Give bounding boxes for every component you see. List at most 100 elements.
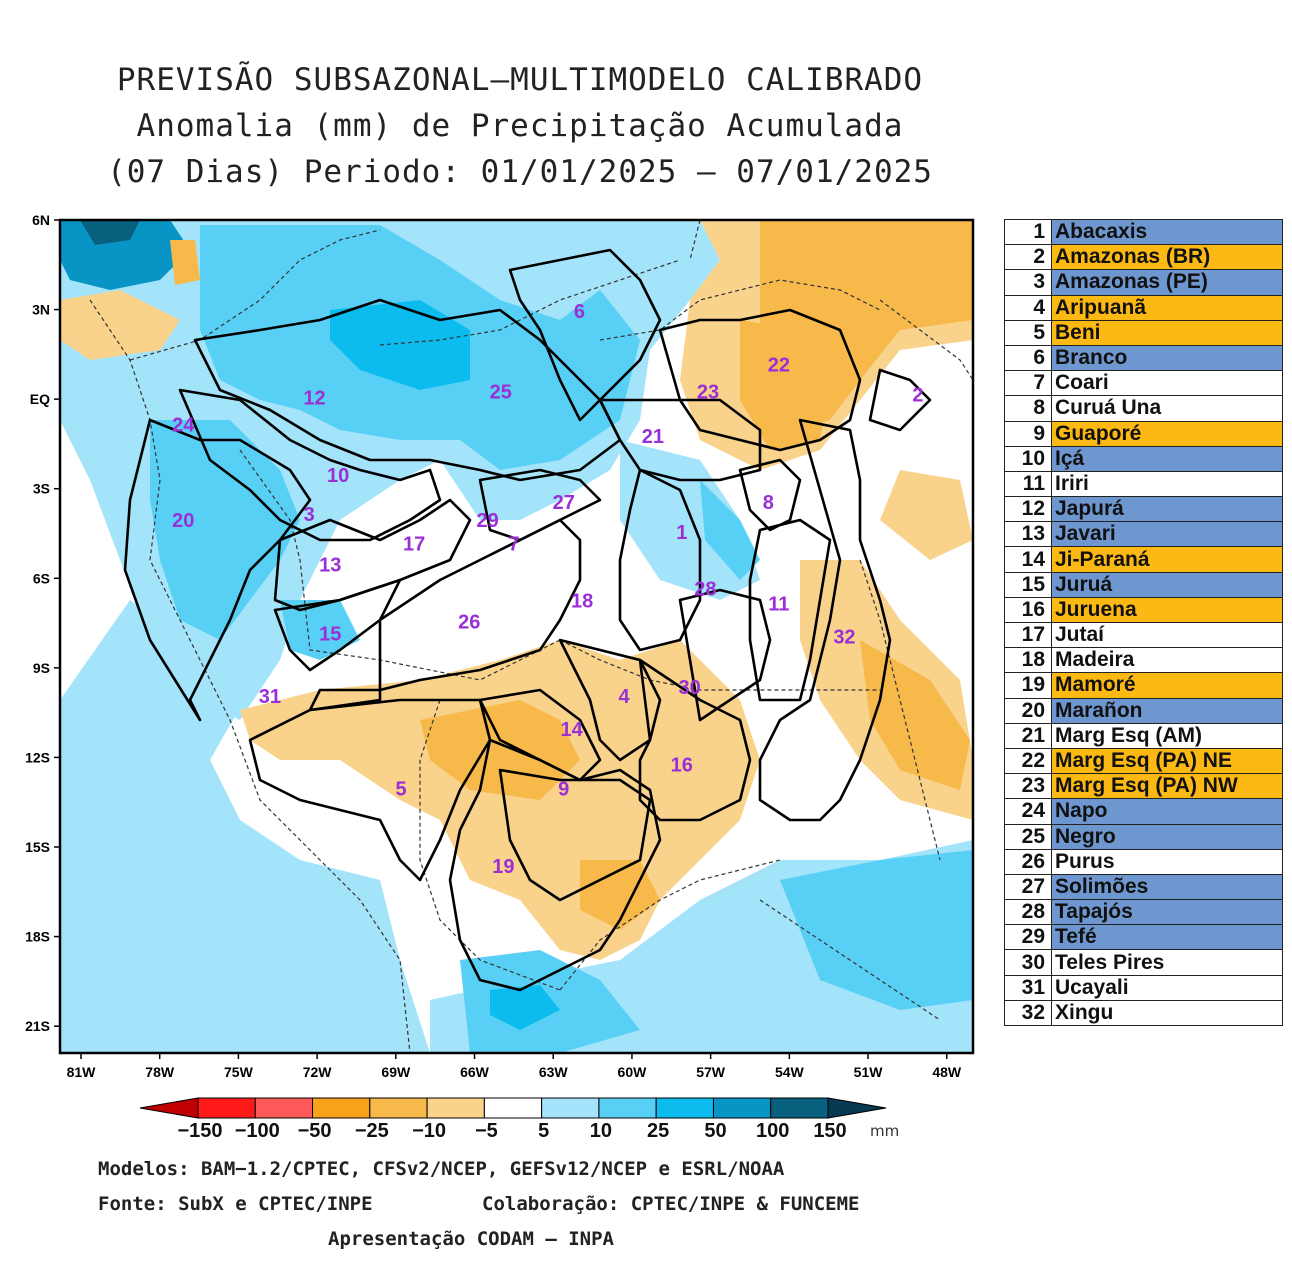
basin-name-cell: Xingu	[1051, 999, 1283, 1027]
basin-number-4: 4	[619, 686, 631, 708]
lat-tick-label: EQ	[30, 391, 50, 407]
basin-number-23: 23	[697, 381, 719, 403]
colorbar-tick-label: 150	[813, 1120, 847, 1142]
colorbar-tick-label: 25	[647, 1120, 670, 1142]
basin-name-cell: Juruá	[1051, 571, 1283, 598]
basin-name-cell: Teles Pires	[1051, 949, 1283, 976]
colorbar-labels: −150 −100 −50 −25 −10 −5 5 10 25 50 100 150	[160, 1120, 880, 1144]
basin-number-cell: 5	[1004, 319, 1052, 346]
credits-presentation: Apresentação CODAM — INPA	[328, 1228, 614, 1250]
basin-row: 16 Juruena	[1004, 596, 1283, 624]
basin-name-cell: Javari	[1051, 521, 1283, 548]
basin-number-cell: 29	[1004, 924, 1052, 951]
basin-row: 30 Teles Pires	[1004, 949, 1283, 976]
basin-number-cell: 8	[1004, 395, 1052, 422]
lat-tick-label: 9S	[33, 660, 50, 676]
basin-row: 11 Iriri	[1004, 470, 1283, 498]
basin-number-cell: 1	[1004, 218, 1052, 246]
colorbar-cell	[712, 1097, 772, 1119]
basin-number-30: 30	[679, 677, 701, 699]
basin-number-11: 11	[768, 593, 789, 615]
lon-tick-label: 66W	[460, 1064, 490, 1080]
colorbar-tick-label: −100	[234, 1120, 280, 1142]
basin-number-28: 28	[694, 579, 716, 601]
basin-row: 19 Mamoré	[1004, 672, 1283, 699]
basin-number-13: 13	[319, 555, 341, 577]
basin-name-cell: Negro	[1051, 823, 1283, 850]
basin-number-cell: 2	[1004, 244, 1052, 271]
basin-row: 21 Marg Esq (AM)	[1004, 722, 1283, 749]
basin-name-cell: Jutaí	[1051, 621, 1283, 649]
precipitation-anomaly-map: 6N 3N EQ 3S 6S 9S 12S 15S 18S 21S 81W 78W 75W 72W 69W…	[25, 212, 975, 1080]
basin-number-cell: 30	[1004, 949, 1052, 976]
basin-row: 4 Aripuanã	[1004, 294, 1283, 321]
basin-row: 32 Xingu	[1004, 999, 1283, 1027]
lon-tick-label: 78W	[145, 1064, 175, 1080]
basin-name-cell: Marg Esq (PA) NE	[1051, 747, 1283, 775]
basin-number-21: 21	[642, 426, 664, 448]
lat-tick-label: 21S	[25, 1018, 50, 1034]
lon-tick-label: 75W	[224, 1064, 254, 1080]
basin-row: 5 Beni	[1004, 319, 1283, 346]
basin-name-cell: Mamoré	[1051, 672, 1283, 699]
basin-number-5: 5	[396, 779, 407, 801]
basin-number-cell: 20	[1004, 697, 1052, 724]
basin-row: 15 Juruá	[1004, 571, 1283, 598]
basin-number-16: 16	[671, 755, 693, 777]
colorbar-cell	[426, 1097, 485, 1119]
lon-tick-label: 69W	[381, 1064, 411, 1080]
basin-name-cell: Marañon	[1051, 697, 1283, 724]
basin-row: 1 Abacaxis	[1004, 218, 1283, 246]
basin-number-18: 18	[571, 590, 593, 612]
lon-tick-label: 57W	[696, 1064, 726, 1080]
basin-row: 29 Tefé	[1004, 924, 1283, 951]
basin-name-cell: Aripuanã	[1051, 294, 1283, 321]
latitude-axis: 6N 3N EQ 3S 6S 9S 12S 15S 18S 21S	[25, 212, 60, 1034]
basin-number-9: 9	[558, 779, 569, 801]
basin-number-cell: 31	[1004, 974, 1052, 1001]
colorbar-arrow-low	[139, 1097, 199, 1119]
anomaly-field	[60, 220, 973, 1053]
basin-row: 20 Marañon	[1004, 697, 1283, 724]
basin-name-cell: Solimões	[1051, 873, 1283, 901]
basin-number-cell: 21	[1004, 722, 1052, 749]
basin-row: 23 Marg Esq (PA) NW	[1004, 773, 1283, 800]
basin-number-cell: 15	[1004, 571, 1052, 598]
basin-number-10: 10	[327, 465, 349, 487]
basin-number-24: 24	[172, 414, 195, 436]
colorbar-arrow-high	[827, 1097, 887, 1119]
basin-row: 17 Jutaí	[1004, 621, 1283, 649]
lon-tick-label: 48W	[932, 1064, 962, 1080]
colorbar-cell	[541, 1097, 600, 1119]
basin-name-cell: Coari	[1051, 370, 1283, 397]
basin-number-17: 17	[403, 534, 425, 556]
basin-name-cell: Tefé	[1051, 924, 1283, 951]
basin-number-cell: 22	[1004, 747, 1052, 775]
basin-name-cell: Marg Esq (AM)	[1051, 722, 1283, 749]
basin-row: 3 Amazonas (PE)	[1004, 269, 1283, 296]
basin-name-cell: Branco	[1051, 344, 1283, 372]
colorbar-cell	[655, 1097, 714, 1119]
lon-tick-label: 54W	[775, 1064, 805, 1080]
basin-number-32: 32	[833, 626, 855, 648]
basin-number-15: 15	[319, 623, 341, 645]
colorbar-cell	[197, 1097, 256, 1119]
basin-name-cell: Madeira	[1051, 647, 1283, 674]
basin-name-cell: Curuá Una	[1051, 395, 1283, 422]
basin-number-cell: 32	[1004, 999, 1052, 1027]
basin-name-cell: Amazonas (BR)	[1051, 244, 1283, 271]
colorbar	[139, 1097, 887, 1119]
basin-name-cell: Iriri	[1051, 470, 1283, 498]
lat-tick-label: 15S	[25, 839, 50, 855]
colorbar-tick-label: 100	[756, 1120, 790, 1142]
basin-name-cell: Amazonas (PE)	[1051, 269, 1283, 296]
basin-row: 14 Ji-Paraná	[1004, 546, 1283, 573]
colorbar-tick-label: −50	[297, 1120, 332, 1142]
basin-number-2: 2	[912, 384, 923, 406]
basin-number-27: 27	[553, 492, 575, 514]
basin-number-8: 8	[763, 492, 774, 514]
basin-row: 6 Branco	[1004, 344, 1283, 372]
colorbar-cell	[254, 1097, 314, 1119]
title-line3: (07 Dias) Periodo: 01/01/2025 — 07/01/20…	[107, 154, 933, 190]
basin-number-cell: 7	[1004, 370, 1052, 397]
